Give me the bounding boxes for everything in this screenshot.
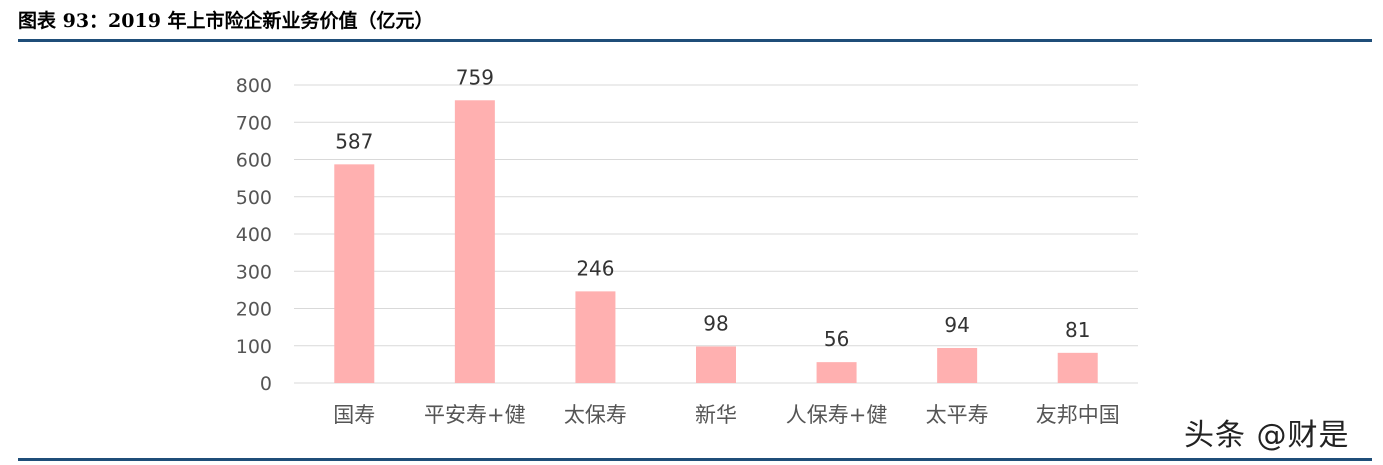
data-label: 81	[1065, 318, 1090, 342]
data-label: 98	[703, 311, 728, 335]
bar	[937, 347, 978, 383]
bar	[334, 164, 375, 383]
y-tick-label: 600	[236, 150, 272, 172]
data-label: 759	[456, 65, 494, 89]
x-tick-label: 人保寿+健	[786, 403, 888, 427]
bottom-rule	[18, 458, 1372, 461]
bar	[816, 362, 857, 383]
data-label: 94	[944, 313, 969, 337]
data-label: 56	[824, 327, 849, 351]
x-tick-label: 平安寿+健	[424, 403, 526, 427]
y-tick-label: 100	[236, 336, 272, 358]
data-label: 587	[335, 129, 373, 153]
y-tick-label: 700	[236, 112, 272, 134]
bar	[696, 346, 736, 383]
x-tick-label: 友邦中国	[1036, 403, 1120, 427]
x-tick-label: 国寿	[333, 403, 375, 427]
x-tick-label: 新华	[695, 403, 737, 427]
y-tick-label: 300	[236, 261, 272, 283]
watermark: 头条 @财是	[1184, 418, 1350, 453]
page-title: 图表 93：2019 年上市险企新业务价值（亿元）	[18, 10, 434, 32]
bar	[1057, 352, 1098, 383]
top-rule	[18, 39, 1372, 42]
y-tick-label: 500	[236, 187, 272, 209]
x-tick-label: 太平寿	[926, 403, 989, 427]
x-tick-label: 太保寿	[564, 403, 627, 427]
y-tick-label: 200	[236, 299, 272, 321]
bar	[575, 291, 616, 383]
y-tick-label: 800	[236, 75, 272, 97]
bar	[454, 100, 495, 384]
y-tick-label: 0	[260, 373, 272, 395]
y-tick-label: 400	[236, 224, 272, 246]
data-label: 246	[576, 256, 614, 280]
